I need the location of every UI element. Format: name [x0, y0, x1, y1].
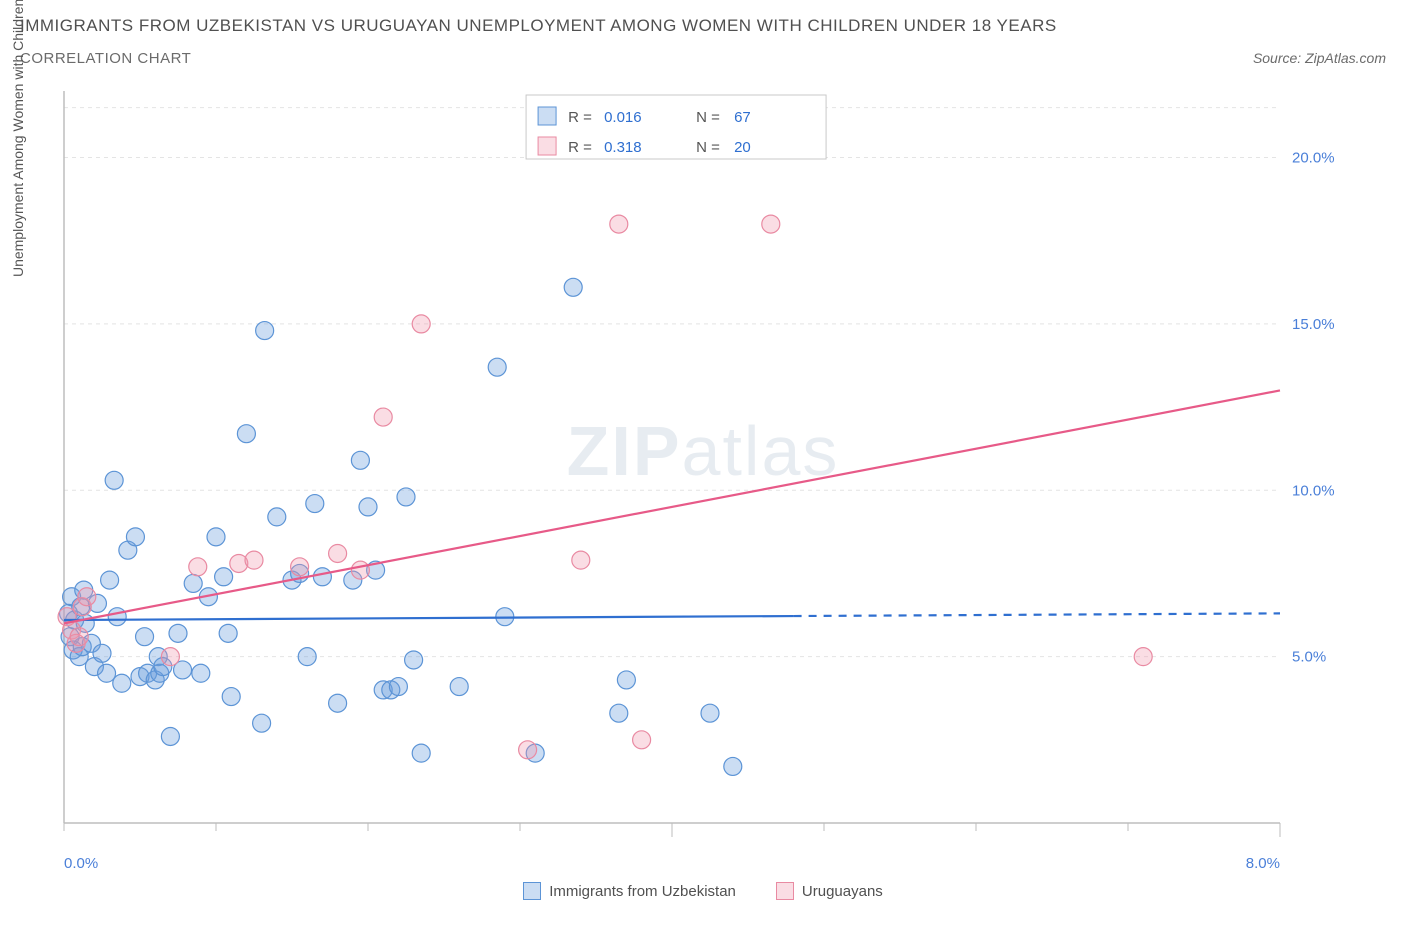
source-credit: Source: ZipAtlas.com — [1253, 50, 1386, 66]
x-tick-label: 8.0% — [1246, 855, 1280, 872]
legend-label: Uruguayans — [802, 883, 883, 900]
svg-text:20: 20 — [734, 139, 751, 156]
svg-text:15.0%: 15.0% — [1292, 316, 1335, 333]
svg-text:67: 67 — [734, 109, 751, 126]
svg-text:R =: R = — [568, 109, 592, 126]
svg-text:10.0%: 10.0% — [1292, 482, 1335, 499]
legend-item: Uruguayans — [776, 882, 883, 900]
legend-swatch — [776, 882, 794, 900]
page-title: IMMIGRANTS FROM UZBEKISTAN VS URUGUAYAN … — [20, 16, 1057, 36]
x-tick-label: 0.0% — [64, 855, 98, 872]
legend-item: Immigrants from Uzbekistan — [523, 882, 736, 900]
page-subtitle: CORRELATION CHART — [20, 50, 191, 67]
svg-text:0.318: 0.318 — [604, 139, 642, 156]
legend-label: Immigrants from Uzbekistan — [549, 883, 736, 900]
bottom-legend: Immigrants from Uzbekistan Uruguayans — [20, 882, 1386, 900]
svg-text:N =: N = — [696, 109, 720, 126]
svg-text:5.0%: 5.0% — [1292, 649, 1326, 666]
svg-text:R =: R = — [568, 139, 592, 156]
correlation-scatter-chart: 5.0% 10.0% 15.0% 20.0% R = 0.016 N = 67 R = 0.318… — [20, 81, 1350, 851]
x-axis-tick-labels: 0.0% 8.0% — [64, 855, 1280, 872]
legend-swatch — [523, 882, 541, 900]
y-axis-label: Unemployment Among Women with Children U… — [10, 0, 26, 277]
svg-text:0.016: 0.016 — [604, 109, 642, 126]
svg-text:N =: N = — [696, 139, 720, 156]
svg-text:20.0%: 20.0% — [1292, 150, 1335, 167]
